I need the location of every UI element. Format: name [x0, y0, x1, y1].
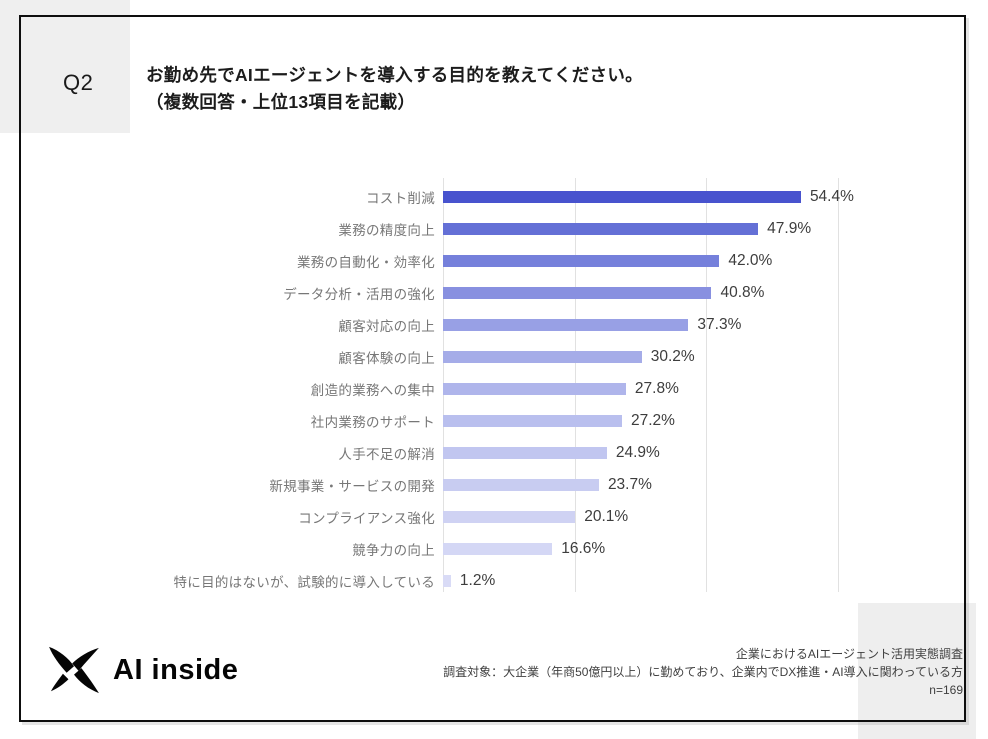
- value-label: 27.2%: [630, 412, 675, 429]
- category-label: 顧客対応の向上: [338, 319, 435, 334]
- chart-row: 業務の自動化・効率化 42.0%: [100, 245, 880, 277]
- bar-area: 40.8%: [443, 277, 880, 309]
- bar: [443, 255, 720, 267]
- category-label: 新規事業・サービスの開発: [269, 479, 435, 494]
- category-label: 創造的業務への集中: [310, 383, 435, 398]
- gridline-40pct: [706, 178, 708, 592]
- bar-area: 24.9%: [443, 437, 880, 469]
- category-label: 顧客体験の向上: [338, 351, 435, 366]
- bar: [443, 319, 689, 331]
- bar: [443, 543, 553, 555]
- category-label: データ分析・活用の強化: [283, 287, 435, 302]
- bar-area: 1.2%: [443, 565, 880, 597]
- value-label: 47.9%: [767, 220, 812, 237]
- bar: [443, 415, 622, 427]
- value-label: 42.0%: [728, 252, 773, 269]
- value-label: 30.2%: [650, 348, 695, 365]
- ai-inside-logo-text: AI inside: [113, 653, 239, 686]
- category-label: 業務の精度向上: [338, 223, 435, 238]
- survey-note-line1: 企業におけるAIエージェント活用実態調査: [735, 647, 963, 661]
- bar: [443, 383, 626, 395]
- chart-row: データ分析・活用の強化 40.8%: [100, 277, 880, 309]
- chart-row: 顧客体験の向上 30.2%: [100, 341, 880, 373]
- chart-row: 人手不足の解消 24.9%: [100, 437, 880, 469]
- chart-row: 業務の精度向上 47.9%: [100, 213, 880, 245]
- category-label: 業務の自動化・効率化: [297, 255, 435, 270]
- chart-row: 創造的業務への集中 27.8%: [100, 373, 880, 405]
- chart-row: 新規事業・サービスの開発 23.7%: [100, 469, 880, 501]
- value-label: 16.6%: [561, 540, 606, 557]
- value-label: 23.7%: [607, 476, 652, 493]
- category-label: 特に目的はないが、試験的に導入している: [173, 575, 435, 590]
- category-label: 人手不足の解消: [338, 447, 435, 462]
- value-label: 37.3%: [697, 316, 742, 333]
- bar-area: 42.0%: [443, 245, 880, 277]
- value-label: 20.1%: [584, 508, 629, 525]
- question-title: お勤め先でAIエージェントを導入する目的を教えてください。 （複数回答・上位13…: [146, 62, 643, 116]
- category-label: 社内業務のサポート: [310, 415, 435, 430]
- bar: [443, 223, 759, 235]
- bar: [443, 479, 599, 491]
- category-label: コスト削減: [366, 191, 435, 206]
- value-label: 1.2%: [459, 572, 496, 589]
- chart-row: 社内業務のサポート 27.2%: [100, 405, 880, 437]
- bar: [443, 575, 451, 587]
- category-label: 競争力の向上: [352, 543, 435, 558]
- ai-inside-logo-mark-icon: [49, 646, 99, 694]
- bar-area: 47.9%: [443, 213, 880, 245]
- chart-row: 競争力の向上 16.6%: [100, 533, 880, 565]
- bar-area: 23.7%: [443, 469, 880, 501]
- question-title-line2: （複数回答・上位13項目を記載）: [146, 92, 416, 112]
- survey-note-sample-size: n=169: [929, 683, 963, 697]
- bar-chart: コスト削減 54.4% 業務の精度向上 47.9% 業務の自動化・効率化 42.0% データ…: [100, 178, 880, 597]
- bar-area: 54.4%: [443, 181, 880, 213]
- decor-square-bottom-right: [858, 603, 976, 739]
- gridline-60pct: [837, 178, 839, 592]
- value-label: 40.8%: [720, 284, 765, 301]
- chart-rows: コスト削減 54.4% 業務の精度向上 47.9% 業務の自動化・効率化 42.0% データ…: [100, 181, 880, 597]
- question-title-line1: お勤め先でAIエージェントを導入する目的を教えてください。: [146, 65, 643, 85]
- bar: [443, 351, 642, 363]
- bar-area: 37.3%: [443, 309, 880, 341]
- survey-note-line2: 調査対象：大企業（年商50億円以上）に勤めており、企業内でDX推進・AI導入に関…: [443, 665, 963, 679]
- slide-frame: [19, 15, 966, 722]
- ai-inside-logo: AI inside: [48, 646, 238, 694]
- category-label: コンプライアンス強化: [298, 511, 435, 526]
- bar: [443, 511, 576, 523]
- bar-area: 20.1%: [443, 501, 880, 533]
- chart-row: 特に目的はないが、試験的に導入している 1.2%: [100, 565, 880, 597]
- bar-area: 27.2%: [443, 405, 880, 437]
- survey-notes: 企業におけるAIエージェント活用実態調査 調査対象：大企業（年商50億円以上）に…: [443, 645, 963, 699]
- chart-row: 顧客対応の向上 37.3%: [100, 309, 880, 341]
- bar-area: 16.6%: [443, 533, 880, 565]
- bar-area: 30.2%: [443, 341, 880, 373]
- bar-area: 27.8%: [443, 373, 880, 405]
- chart-row: コスト削減 54.4%: [100, 181, 880, 213]
- value-label: 24.9%: [615, 444, 660, 461]
- decor-square-top-left: [0, 0, 130, 133]
- value-label: 27.8%: [634, 380, 679, 397]
- question-number-badge: Q2: [63, 70, 94, 95]
- value-label: 54.4%: [809, 188, 854, 205]
- bar: [443, 447, 607, 459]
- bar: [443, 191, 801, 203]
- chart-row: コンプライアンス強化 20.1%: [100, 501, 880, 533]
- bar: [443, 287, 712, 299]
